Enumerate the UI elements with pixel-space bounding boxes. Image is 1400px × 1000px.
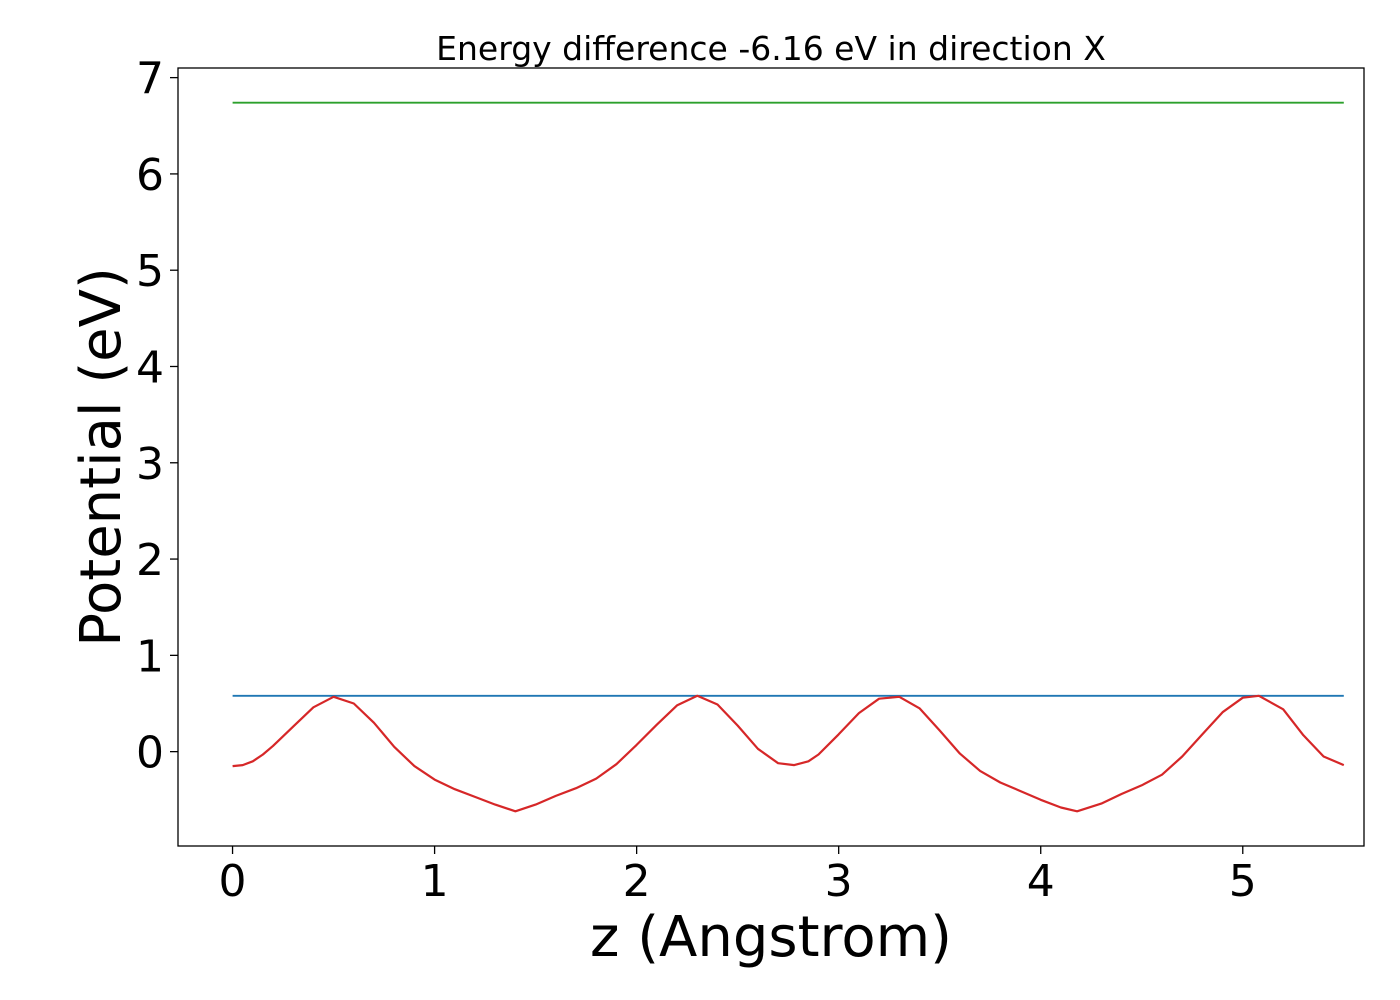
y-tick-label: 0 xyxy=(136,728,164,779)
y-tick-label: 4 xyxy=(136,342,164,393)
plot-frame xyxy=(177,67,1365,847)
y-tick-label: 1 xyxy=(136,631,164,682)
y-tick-label: 7 xyxy=(136,54,164,105)
y-tick-label: 2 xyxy=(136,535,164,586)
x-axis-label: z (Angstrom) xyxy=(590,905,952,970)
y-axis-label: Potential (eV) xyxy=(69,267,134,647)
x-tick-label: 4 xyxy=(1027,856,1055,907)
x-tick-label: 0 xyxy=(219,856,247,907)
x-axis: 0 1 2 3 4 5 xyxy=(219,846,1257,907)
y-tick-label: 6 xyxy=(136,150,164,201)
x-tick-label: 5 xyxy=(1229,856,1257,907)
potential-curve xyxy=(232,694,1345,813)
x-tick-label: 1 xyxy=(421,856,449,907)
x-tick-label: 3 xyxy=(825,856,853,907)
y-tick-label: 5 xyxy=(136,246,164,297)
chart-title: Energy difference -6.16 eV in direction … xyxy=(436,29,1106,68)
plot-lines xyxy=(232,101,1345,813)
y-tick-label: 3 xyxy=(136,439,164,490)
y-axis: 0 1 2 3 4 5 6 7 xyxy=(136,54,178,779)
x-tick-label: 2 xyxy=(623,856,651,907)
